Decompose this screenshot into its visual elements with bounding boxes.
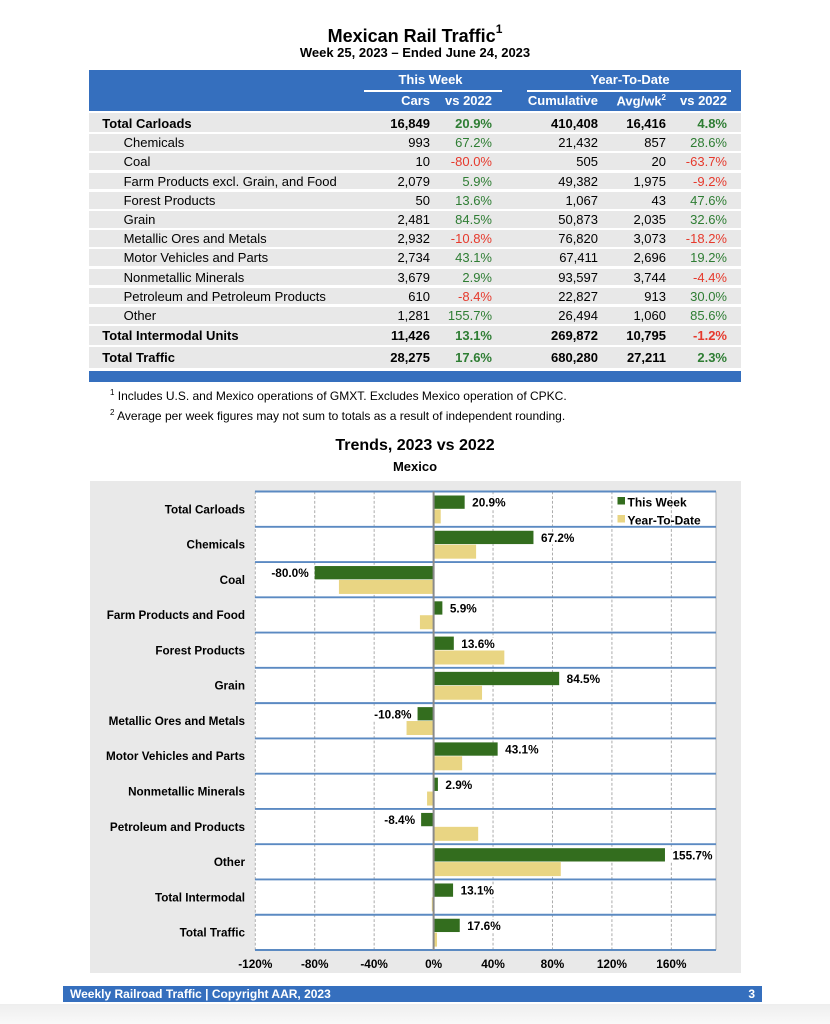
svg-text:120%: 120%	[597, 957, 628, 971]
svg-text:-40%: -40%	[360, 957, 388, 971]
svg-text:Coal: Coal	[220, 574, 245, 587]
svg-text:Forest Products: Forest Products	[155, 644, 245, 657]
svg-text:-80%: -80%	[301, 957, 329, 971]
svg-text:13.1%: 13.1%	[461, 884, 495, 898]
svg-text:Other: Other	[214, 856, 246, 869]
svg-text:Grain: Grain	[214, 680, 245, 693]
svg-text:160%: 160%	[656, 957, 687, 971]
svg-text:5.9%: 5.9%	[450, 602, 477, 616]
svg-text:-8.4%: -8.4%	[384, 813, 415, 827]
svg-text:Chemicals: Chemicals	[187, 539, 246, 552]
svg-text:-120%: -120%	[238, 957, 273, 971]
svg-text:Petroleum and Products: Petroleum and Products	[110, 821, 246, 834]
svg-text:155.7%: 155.7%	[672, 848, 713, 862]
svg-text:This Week: This Week	[628, 496, 687, 510]
svg-text:Year-To-Date: Year-To-Date	[628, 514, 701, 528]
svg-text:84.5%: 84.5%	[567, 672, 601, 686]
svg-text:0%: 0%	[425, 957, 443, 971]
svg-text:Total Intermodal: Total Intermodal	[155, 891, 245, 904]
svg-text:2.9%: 2.9%	[445, 778, 472, 792]
svg-text:Nonmetallic Minerals: Nonmetallic Minerals	[128, 786, 245, 799]
svg-text:Total Traffic: Total Traffic	[180, 927, 246, 940]
svg-text:20.9%: 20.9%	[472, 496, 506, 510]
svg-text:-80.0%: -80.0%	[271, 566, 309, 580]
svg-text:Metallic Ores and Metals: Metallic Ores and Metals	[109, 715, 246, 728]
svg-text:13.6%: 13.6%	[461, 637, 495, 651]
svg-text:Total Carloads: Total Carloads	[165, 503, 246, 516]
svg-text:67.2%: 67.2%	[541, 531, 575, 545]
svg-text:43.1%: 43.1%	[505, 743, 539, 757]
svg-text:-10.8%: -10.8%	[374, 707, 412, 721]
svg-text:Motor Vehicles and Parts: Motor Vehicles and Parts	[106, 750, 245, 763]
svg-text:17.6%: 17.6%	[467, 919, 501, 933]
svg-text:80%: 80%	[541, 957, 565, 971]
svg-text:Farm Products and Food: Farm Products and Food	[107, 609, 245, 622]
svg-text:40%: 40%	[481, 957, 505, 971]
